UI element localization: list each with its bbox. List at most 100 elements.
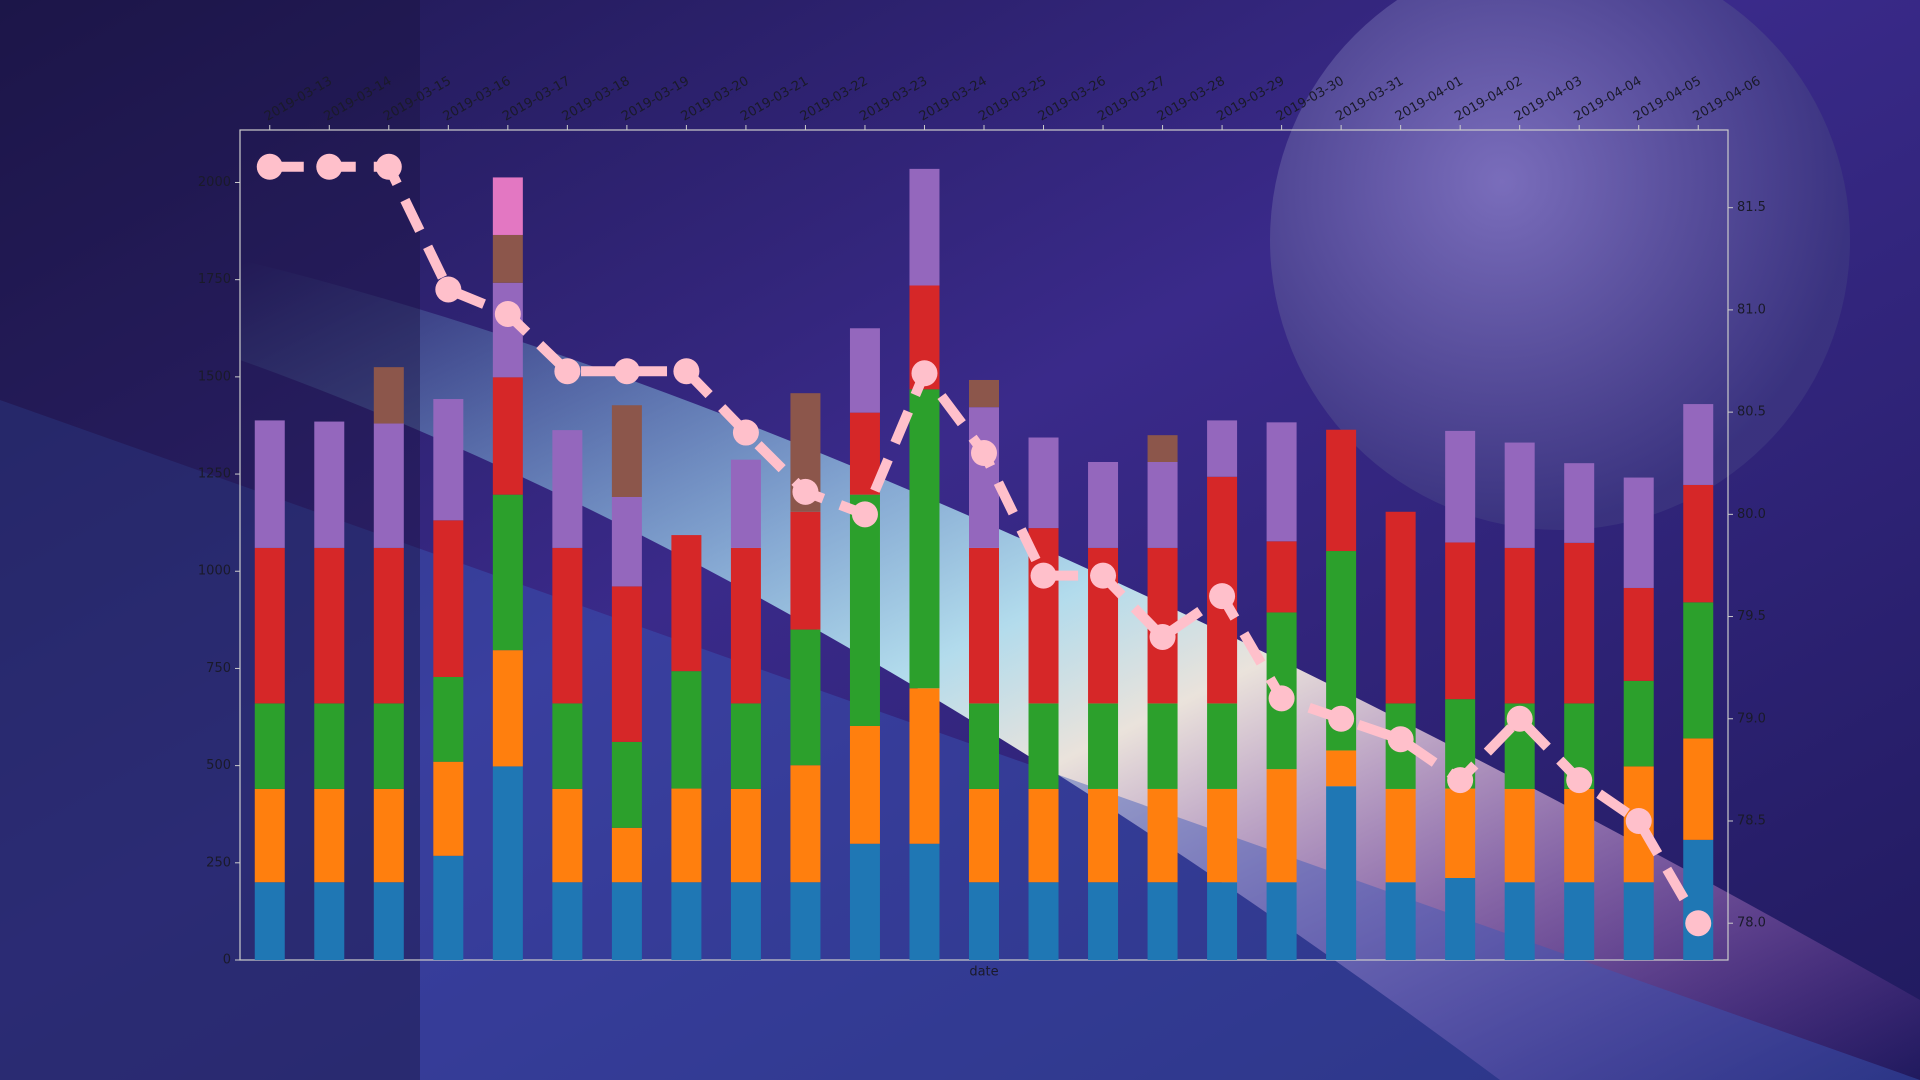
- bar-segment: [1564, 882, 1595, 960]
- bar-segment: [969, 547, 999, 704]
- y-tick-label: 500: [206, 758, 231, 773]
- bar-segment: [611, 882, 642, 960]
- y-tick-label: 1250: [198, 467, 231, 482]
- bar-segment: [849, 725, 880, 844]
- line-marker: [792, 478, 819, 505]
- bar-segment: [373, 882, 404, 960]
- bar-segment: [1147, 788, 1178, 883]
- bar-segment: [790, 765, 821, 883]
- bar-segment: [1564, 463, 1595, 543]
- bar-segment: [849, 843, 880, 960]
- bar-segment: [1445, 788, 1476, 878]
- y2-tick-label: 78.0: [1737, 916, 1766, 931]
- line-marker: [435, 276, 462, 303]
- y-tick-label: 0: [223, 953, 231, 968]
- line-marker: [1030, 562, 1057, 589]
- bar-segment: [552, 430, 583, 548]
- y2-tick-label: 81.0: [1737, 302, 1766, 317]
- bar-segment: [1147, 435, 1178, 462]
- line-marker: [1447, 767, 1474, 794]
- bar-segment: [1147, 462, 1178, 548]
- line-marker: [673, 358, 700, 385]
- line-marker: [256, 153, 283, 180]
- glow-band: [240, 260, 1920, 1080]
- bar-segment: [611, 496, 642, 587]
- line-marker: [1387, 726, 1414, 753]
- line-marker: [851, 501, 878, 528]
- line-marker: [375, 153, 402, 180]
- bar-segment: [1683, 404, 1714, 485]
- bar-segment: [969, 788, 999, 883]
- bar-segment: [314, 703, 345, 789]
- line-marker: [971, 440, 997, 467]
- bar-segment: [492, 766, 523, 960]
- bar-segment: [373, 788, 404, 883]
- y2-tick-label: 79.0: [1737, 711, 1766, 726]
- bar-segment: [1207, 788, 1238, 883]
- bar-segment: [909, 843, 940, 960]
- bar-segment: [671, 882, 702, 960]
- bar-segment: [671, 535, 702, 672]
- bar-segment: [671, 671, 702, 789]
- y-tick-label: 2000: [198, 175, 231, 190]
- bar-segment: [433, 520, 464, 677]
- bar-segment: [254, 547, 285, 704]
- bar-segment: [1088, 788, 1119, 883]
- bar-segment: [492, 234, 523, 283]
- bar-segment: [1623, 680, 1654, 767]
- bar-segment: [1266, 541, 1297, 613]
- bar-segment: [1028, 703, 1059, 789]
- line-marker: [1149, 623, 1176, 650]
- bar-segment: [433, 761, 464, 856]
- bar-segment: [373, 367, 404, 424]
- bar-segment: [969, 379, 999, 408]
- bar-segment: [611, 827, 642, 883]
- bar-segment: [1088, 703, 1119, 789]
- bar-segment: [1028, 882, 1059, 960]
- bar-segment: [492, 494, 523, 651]
- y-tick-label: 250: [206, 855, 231, 870]
- bar-segment: [1326, 750, 1357, 787]
- bar-segment: [611, 586, 642, 742]
- bar-segment: [790, 882, 821, 960]
- bar-segment: [730, 882, 761, 960]
- bar-segment: [909, 389, 940, 689]
- bar-segment: [1028, 437, 1059, 529]
- bar-segment: [969, 882, 999, 960]
- bar-segment: [492, 377, 523, 495]
- bar-segment: [314, 421, 345, 548]
- bar-segment: [552, 703, 583, 789]
- bar-segment: [1623, 477, 1654, 588]
- bar-segment: [730, 788, 761, 883]
- bar-segment: [254, 788, 285, 883]
- bar-segment: [1683, 484, 1714, 603]
- bar-segment: [1683, 602, 1714, 739]
- line-marker: [732, 419, 759, 446]
- line-marker: [1209, 583, 1236, 610]
- bar-segment: [552, 882, 583, 960]
- line-marker: [1566, 767, 1593, 794]
- bar-segment: [1623, 882, 1654, 960]
- bar-segment: [1445, 877, 1476, 960]
- bar-segment: [433, 399, 464, 521]
- line-marker: [613, 358, 640, 385]
- bar-segment: [1266, 769, 1297, 883]
- bar-segment: [1445, 542, 1476, 700]
- line-marker: [1625, 807, 1652, 834]
- bar-segment: [433, 855, 464, 960]
- bar-segment: [1385, 511, 1416, 704]
- line-marker: [316, 153, 343, 180]
- bar-segment: [373, 423, 404, 548]
- line-marker: [1506, 705, 1533, 732]
- y2-tick-label: 80.0: [1737, 507, 1766, 522]
- bar-segment: [1683, 839, 1714, 960]
- station: [0, 0, 420, 1080]
- bar-segment: [1504, 882, 1535, 960]
- bar-segment: [730, 703, 761, 789]
- bar-segment: [1088, 882, 1119, 960]
- bar-segment: [1564, 542, 1595, 704]
- bar-segment: [1147, 882, 1178, 960]
- bar-segment: [969, 703, 999, 789]
